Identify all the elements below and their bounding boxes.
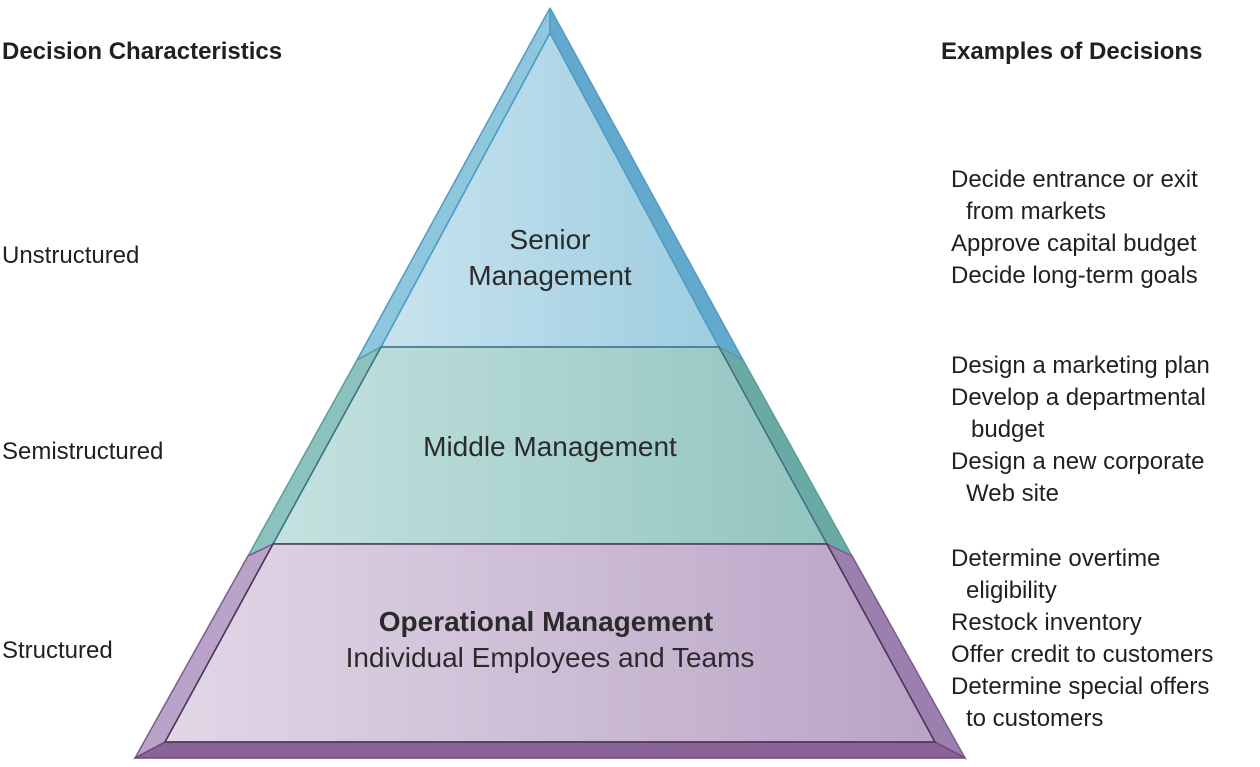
example-line: Determine special offers (951, 671, 1213, 703)
senior-label-line2: Management (468, 260, 632, 291)
operational-examples: Determine overtime eligibility Restock i… (951, 543, 1213, 735)
example-item: Determine special offers to customers (951, 671, 1213, 735)
middle-examples: Design a marketing plan Develop a depart… (951, 350, 1210, 510)
operational-bottom-bevel (135, 742, 965, 758)
example-line: Develop a departmental (951, 382, 1210, 414)
example-line: Determine overtime (951, 543, 1213, 575)
example-item: Determine overtime eligibility (951, 543, 1213, 607)
example-item: Restock inventory (951, 607, 1213, 639)
senior-examples: Decide entrance or exit from markets App… (951, 164, 1198, 292)
senior-label-line1: Senior (510, 224, 591, 255)
example-line-continued: Web site (951, 478, 1210, 510)
example-line: Design a new corporate (951, 446, 1210, 478)
example-item: Approve capital budget (951, 228, 1198, 260)
senior-management-tier (357, 8, 743, 360)
operational-subtitle: Individual Employees and Teams (346, 642, 755, 673)
example-line-continued: to customers (951, 703, 1213, 735)
example-item: Offer credit to customers (951, 639, 1213, 671)
example-item: Decide long-term goals (951, 260, 1198, 292)
example-item: Design a new corporate Web site (951, 446, 1210, 510)
example-line-continued: eligibility (951, 575, 1213, 607)
example-line-continued: budget (951, 414, 1210, 446)
middle-label: Middle Management (423, 431, 677, 462)
example-item: Design a marketing plan (951, 350, 1210, 382)
example-item: Decide entrance or exit from markets (951, 164, 1198, 228)
example-line-continued: from markets (951, 196, 1198, 228)
operational-title: Operational Management (379, 606, 714, 637)
example-line: Decide entrance or exit (951, 164, 1198, 196)
example-item: Develop a departmental budget (951, 382, 1210, 446)
